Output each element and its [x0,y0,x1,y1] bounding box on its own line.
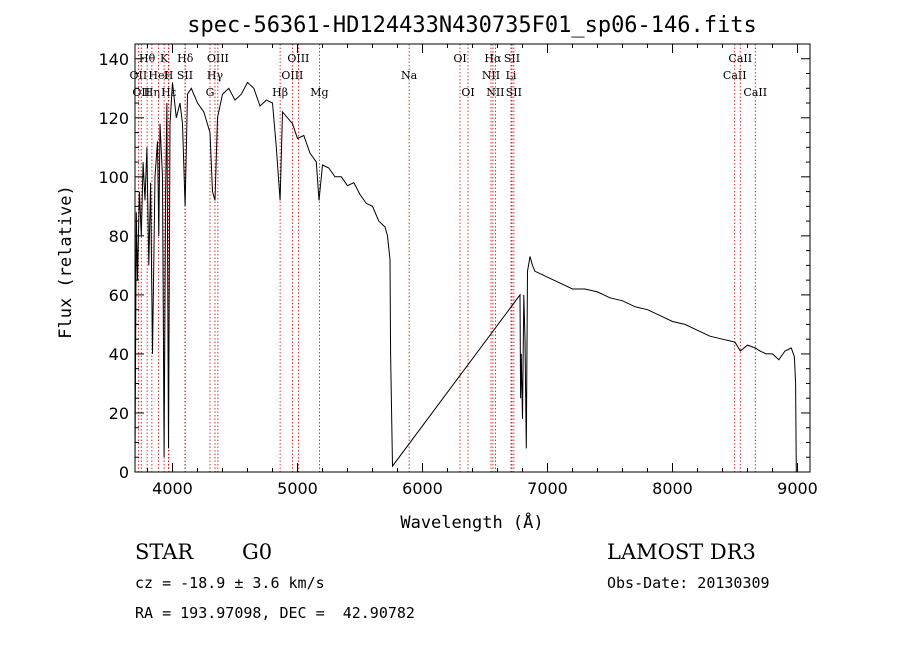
y-tick-label: 120 [98,109,129,128]
line-marker-label: OIII [281,69,303,82]
line-marker-label: SII [506,86,522,99]
object-type: STAR [135,540,194,564]
line-marker-label: Na [401,69,418,82]
line-marker-label: OI [461,86,474,99]
line-marker-label: OIII [287,52,309,65]
flux-series-line [134,81,797,473]
line-marker-label: Mg [310,86,328,99]
line-marker-label: K [160,52,169,65]
survey-name: LAMOST DR3 [607,540,756,564]
x-axis-label: Wavelength (Å) [400,511,543,533]
line-marker-label: NII [486,86,504,99]
x-tick-label: 4000 [152,479,193,498]
line-marker-label: Hθ [139,52,156,65]
redshift-text: cz = -18.9 ± 3.6 km/s [135,574,325,592]
line-marker-label: CaII [728,52,752,65]
line-marker-label: OII [132,86,150,99]
line-marker-label: Hη [144,86,160,99]
obs-date: Obs-Date: 20130309 [607,574,770,592]
y-tick-label: 40 [109,345,129,364]
line-marker-label: NII [482,69,500,82]
line-marker-label: SII [177,69,193,82]
y-axis-label: Flux (relative) [56,185,76,339]
x-axis-ticks: 4000 5000 6000 7000 8000 9000 [147,44,818,498]
line-marker-label: SII [504,52,520,65]
line-marker-label: Hγ [207,69,224,82]
x-tick-label: 6000 [402,479,443,498]
line-marker-label: OII [130,69,148,82]
line-marker-label: Hδ [177,52,194,65]
x-tick-label: 9000 [777,479,818,498]
plot-frame [134,43,811,473]
coordinates: RA = 193.97098, DEC = 42.90782 [135,604,415,622]
y-tick-label: 140 [98,50,129,69]
line-marker-label: OIII [207,52,229,65]
y-tick-label: 20 [109,404,129,423]
line-marker-label: CaII [723,69,747,82]
x-tick-label: 7000 [527,479,568,498]
line-marker-label: OI [453,52,466,65]
y-tick-label: 0 [119,463,129,482]
y-tick-label: 80 [109,227,129,246]
chart-title: spec-56361-HD124433N430735F01_sp06-146.f… [187,13,757,38]
y-axis-ticks: 0 20 40 60 80 100 120 140 [98,43,810,482]
line-marker-label: G [206,86,215,99]
y-tick-label: 100 [98,168,129,187]
x-tick-label: 5000 [277,479,318,498]
y-tick-label: 60 [109,286,129,305]
x-tick-label: 8000 [652,479,693,498]
line-marker-label: Hβ [272,86,288,99]
line-marker-label: Hα [484,52,502,65]
emission-line-markers: OIIOIIHθHηHeIKHHεHδSIIGHγOIIIHβOIIIOIIIM… [130,44,767,472]
line-marker-label: Li [506,69,517,82]
line-marker-label: CaII [743,86,767,99]
spectral-subclass: G0 [242,540,273,564]
